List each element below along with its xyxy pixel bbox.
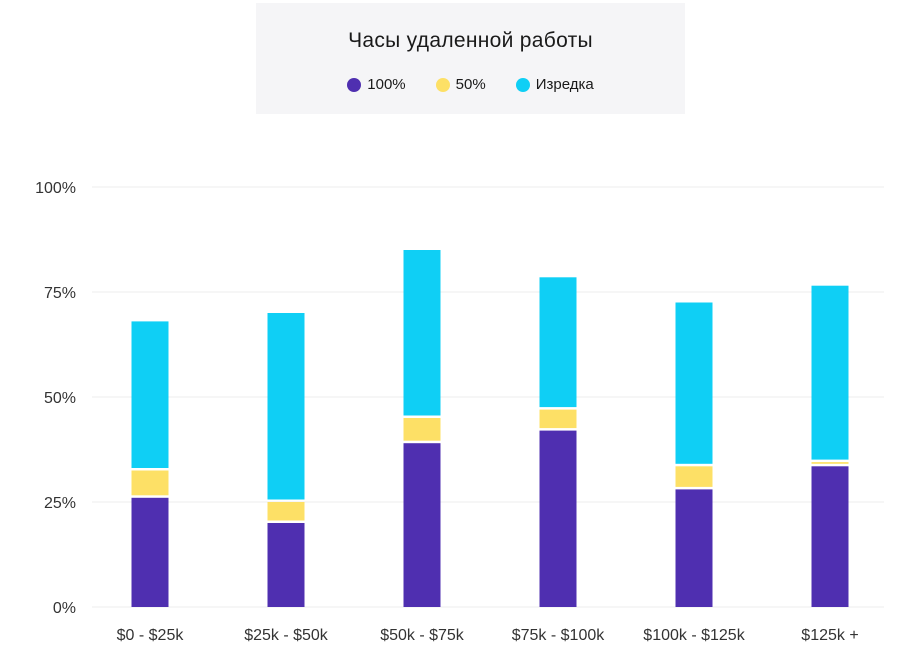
legend-item-100: 100%	[347, 76, 406, 93]
bar-segment	[131, 497, 169, 607]
legend: Часы удаленной работы 100% 50% Изредка	[256, 3, 685, 114]
bar-segment	[267, 502, 305, 521]
bar-segment	[675, 302, 713, 464]
bar-segment	[811, 285, 849, 460]
bar-segment	[539, 277, 577, 408]
bar-segment	[539, 430, 577, 607]
legend-items: 100% 50% Изредка	[256, 76, 685, 93]
bar-segment	[403, 250, 441, 416]
bar-segment	[675, 466, 713, 487]
legend-dot-icon	[435, 77, 450, 92]
x-tick-label: $100k - $125k	[643, 627, 745, 644]
legend-label: 50%	[455, 76, 486, 93]
bar-segment	[403, 418, 441, 441]
bar-segment	[811, 462, 849, 464]
legend-dot-icon	[515, 77, 530, 92]
legend-label: Изредка	[535, 76, 594, 93]
legend-item-rarely: Изредка	[515, 76, 594, 93]
bar-segment	[811, 466, 849, 607]
bar-segment	[539, 409, 577, 429]
bar-segment	[131, 321, 169, 468]
legend-dot-icon	[347, 77, 362, 92]
x-tick-label: $0 - $25k	[117, 627, 185, 644]
bar-segment	[403, 443, 441, 607]
x-tick-label: $50k - $75k	[380, 627, 465, 644]
bar-segment	[267, 313, 305, 500]
y-tick-label: 50%	[44, 390, 76, 407]
y-tick-label: 100%	[35, 180, 76, 197]
legend-item-50: 50%	[435, 76, 486, 93]
bar-segment	[267, 523, 305, 607]
y-tick-label: 75%	[44, 285, 76, 302]
x-tick-label: $25k - $50k	[244, 627, 329, 644]
y-tick-label: 0%	[53, 600, 76, 617]
bar-segment	[675, 489, 713, 607]
y-tick-label: 25%	[44, 495, 76, 512]
chart-title: Часы удаленной работы	[348, 29, 593, 52]
x-tick-label: $75k - $100k	[512, 627, 606, 644]
x-tick-label: $125k +	[801, 627, 858, 644]
legend-label: 100%	[367, 76, 406, 93]
bar-segment	[131, 470, 169, 496]
